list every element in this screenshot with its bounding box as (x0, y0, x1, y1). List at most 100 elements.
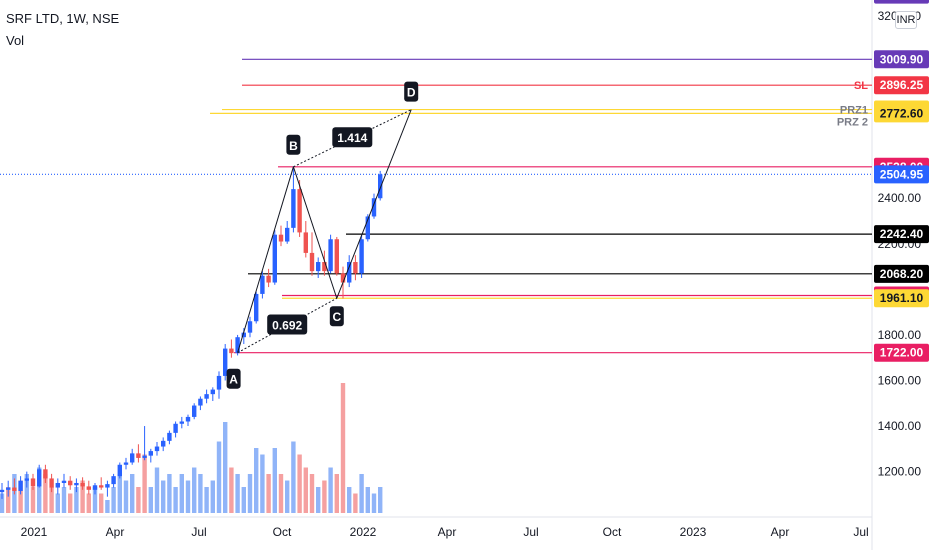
price-tag-label: 2504.95 (880, 167, 924, 181)
candle-body (24, 478, 29, 481)
price-tag-box (874, 343, 929, 362)
volume-bar (136, 487, 141, 513)
volume-bar (371, 493, 377, 513)
candle-body (210, 389, 215, 395)
pattern-leg-AB (237, 166, 294, 353)
x-tick-label: Apr (438, 525, 457, 539)
candle-body (130, 453, 135, 463)
price-tag-label: 2068.20 (880, 267, 924, 281)
volume-bar (210, 480, 215, 513)
pattern-leg-BC (292, 166, 338, 299)
price-tag-box (874, 264, 929, 283)
volume-bar (74, 487, 79, 513)
volume-label: Vol (6, 33, 25, 48)
candle-body (216, 375, 222, 390)
price-tag-box (874, 225, 929, 244)
candle-body (6, 487, 11, 490)
x-tick-label: 2023 (680, 525, 707, 539)
volume-bar (167, 474, 172, 513)
point-marker (286, 134, 301, 155)
candle-body (229, 348, 234, 354)
candle-body (340, 273, 346, 283)
volume-bar (105, 500, 110, 513)
candle-body (111, 476, 116, 485)
price-tag-box (874, 165, 929, 184)
candle-body (192, 405, 197, 417)
volume-bar (278, 474, 284, 513)
candle-body (328, 239, 333, 272)
candle-body (371, 198, 377, 217)
candle-body (117, 464, 122, 477)
ratio-label: 1.414 (337, 131, 367, 145)
candle-body (272, 234, 277, 283)
candle-body (154, 446, 160, 452)
volume-bar (334, 474, 339, 513)
price-tag-label: 2772.60 (880, 106, 924, 120)
candle-body (148, 451, 153, 456)
candle-body (247, 321, 253, 333)
candle-body (185, 416, 191, 422)
volume-bar (123, 480, 129, 513)
volume-bar (285, 480, 290, 513)
volume-bar (309, 474, 315, 513)
candle-body (365, 216, 370, 240)
candle-body (347, 262, 352, 283)
x-tick-label: 2022 (350, 525, 377, 539)
candle-body (30, 478, 36, 487)
volume-bar (291, 441, 296, 513)
volume-bar (0, 493, 5, 513)
point-marker (404, 81, 419, 102)
volume-bar (198, 474, 203, 513)
volume-bar (359, 474, 364, 513)
candle-body (334, 239, 339, 274)
point-label: B (289, 139, 298, 153)
candle-body (353, 262, 358, 274)
volume-bar (37, 467, 42, 513)
candle-body (235, 337, 240, 354)
candle-body (161, 440, 166, 447)
candle-body (198, 398, 203, 406)
candle-body (92, 485, 98, 490)
currency-button[interactable]: INR (895, 11, 917, 29)
price-tag-box (874, 104, 929, 123)
volume-bar (247, 474, 253, 513)
candle-body (49, 478, 54, 488)
candle-body (322, 262, 327, 272)
y-tick-label: 1400.00 (878, 419, 922, 433)
volume-bar (154, 467, 160, 513)
candle-body (316, 262, 321, 272)
volume-bar (18, 480, 23, 513)
candle-body (173, 423, 178, 433)
price-tag-box (874, 0, 929, 4)
point-label: A (229, 373, 238, 387)
candle-body (359, 239, 364, 274)
price-tag-label: 2896.25 (880, 78, 924, 92)
price-level-tag: PRZ1 (840, 105, 868, 117)
candle-body (12, 487, 17, 491)
candle-body (105, 484, 110, 488)
candle-body (285, 227, 290, 242)
x-tick-label: Apr (106, 525, 125, 539)
candle-body (55, 482, 60, 488)
candle-body (61, 480, 67, 483)
volume-bar (303, 467, 308, 513)
price-level-tag: PRZ 2 (837, 116, 868, 128)
pattern-leg-CD (336, 109, 412, 299)
volume-bar (316, 487, 321, 513)
candle-body (99, 485, 104, 488)
volume-bar (266, 474, 271, 513)
price-level-tag: SL (854, 80, 868, 92)
price-tag-box (874, 50, 929, 69)
price-tag-box (874, 76, 929, 95)
volume-bar (111, 487, 116, 513)
price-tag-label: 1961.10 (880, 291, 924, 305)
candle-body (278, 234, 284, 242)
candle-body (223, 348, 228, 376)
volume-bar (86, 493, 91, 513)
candle-body (167, 432, 172, 441)
volume-bar (235, 474, 240, 513)
volume-bar (272, 448, 277, 513)
candle-body (303, 232, 308, 253)
volume-bar (185, 480, 191, 513)
